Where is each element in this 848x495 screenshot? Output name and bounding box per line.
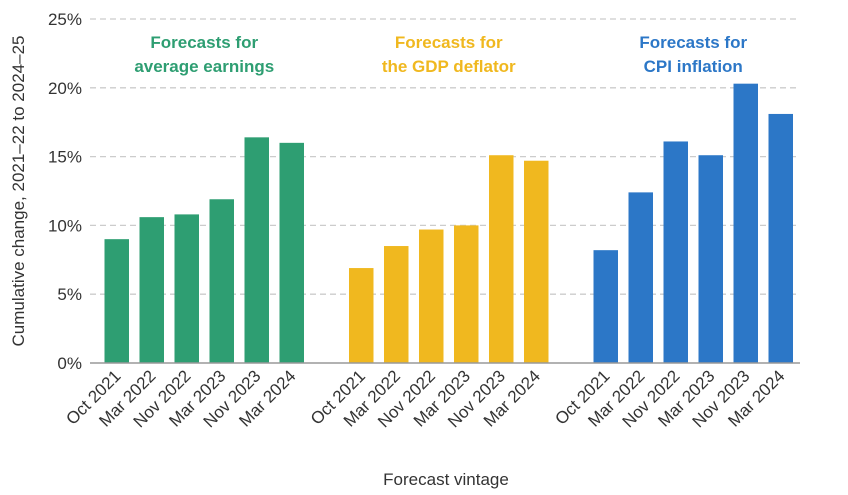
group-label: CPI inflation <box>644 57 743 76</box>
y-tick-label: 10% <box>48 216 82 235</box>
group-label: the GDP deflator <box>382 57 516 76</box>
bar <box>628 192 653 363</box>
y-axis-ticks: 0% 5% 10% 15% 20% 25% <box>48 10 82 373</box>
group-label: Forecasts for <box>150 33 258 52</box>
group-label: Forecasts for <box>639 33 747 52</box>
y-tick-label: 15% <box>48 148 82 167</box>
y-tick-label: 0% <box>57 354 82 373</box>
y-axis-title: Cumulative change, 2021–22 to 2024–25 <box>9 36 28 347</box>
bar <box>104 239 129 363</box>
bar <box>174 214 199 363</box>
bar <box>768 113 793 363</box>
x-axis-title: Forecast vintage <box>383 470 509 489</box>
y-tick-label: 5% <box>57 285 82 304</box>
group-label: average earnings <box>134 57 274 76</box>
bar <box>384 246 409 363</box>
bar <box>209 199 234 363</box>
y-tick-label: 20% <box>48 79 82 98</box>
bar <box>489 155 514 363</box>
y-tick-label: 25% <box>48 10 82 29</box>
bar <box>733 83 758 363</box>
bar <box>419 229 444 363</box>
bar <box>349 268 374 363</box>
bar <box>139 217 164 363</box>
bar <box>593 250 618 363</box>
bars <box>104 83 793 363</box>
bar <box>663 141 688 363</box>
bar <box>698 155 723 363</box>
bar <box>244 137 269 363</box>
bar <box>454 225 479 363</box>
group-label: Forecasts for <box>395 33 503 52</box>
group-labels: Forecasts for average earnings Forecasts f… <box>134 33 747 76</box>
bar <box>279 142 304 363</box>
bar <box>524 160 549 363</box>
